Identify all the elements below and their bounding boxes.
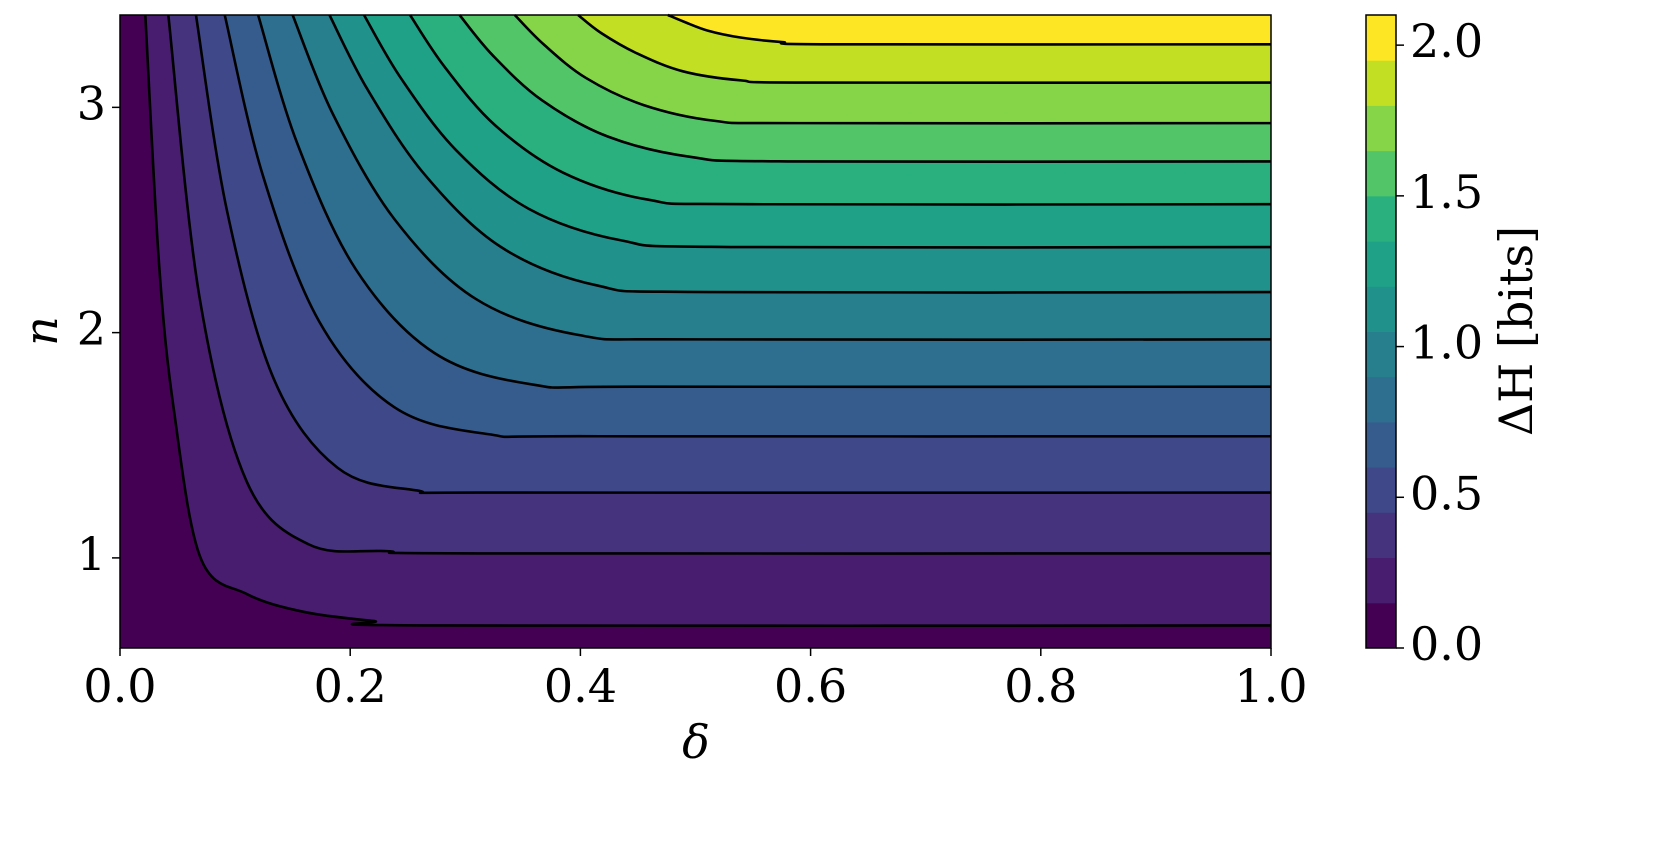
x-tick-label: 0.2 <box>314 659 387 713</box>
y-tick-label: 1 <box>77 527 106 581</box>
y-tick-label: 2 <box>77 302 106 356</box>
contour-line <box>223 14 1272 439</box>
contour-line <box>362 14 1272 249</box>
plot-frame <box>119 14 1272 649</box>
plot-area <box>120 13 1272 648</box>
colorbar-tick-label: 2.0 <box>1410 14 1483 68</box>
y-axis-label: n <box>14 316 68 346</box>
contour-line <box>513 14 1272 125</box>
contour-line <box>256 14 1272 389</box>
colorbar-band <box>1366 557 1396 604</box>
colorbar-band <box>1366 467 1396 513</box>
contour-line <box>328 14 1272 294</box>
colorbar-band <box>1366 421 1396 468</box>
contour-line <box>577 13 1272 85</box>
colorbar-frame <box>1365 14 1397 649</box>
colorbar-band <box>1366 241 1396 287</box>
colorbar-band <box>1366 15 1396 61</box>
colorbar-band <box>1366 376 1396 423</box>
contour-line <box>408 14 1272 206</box>
colorbar-band <box>1366 60 1396 106</box>
colorbar-band <box>1366 105 1396 152</box>
x-tick-label: 0.4 <box>544 659 617 713</box>
x-tick-label: 1.0 <box>1234 659 1307 713</box>
colorbar-band <box>1366 150 1396 197</box>
x-tick-label: 0.8 <box>1004 659 1077 713</box>
colorbar-tick-label: 1.5 <box>1410 165 1483 219</box>
colorbar-tick-label: 0.0 <box>1410 617 1483 671</box>
contour-line <box>144 14 1272 628</box>
colorbar-label: ΔH [bits] <box>1489 226 1543 436</box>
x-tick-label: 0.0 <box>83 659 156 713</box>
band-fill <box>120 15 1271 648</box>
colorbar-tick-label: 1.0 <box>1410 316 1483 370</box>
y-tick-label: 3 <box>77 76 106 130</box>
contour-line <box>167 14 1272 555</box>
contour-line <box>458 14 1272 164</box>
colorbar-band <box>1366 286 1396 332</box>
x-tick-label: 0.6 <box>774 659 847 713</box>
contour-line <box>667 13 1272 46</box>
x-axis-label: δ <box>682 715 710 769</box>
colorbar-band <box>1366 195 1396 242</box>
colorbar-tick-label: 0.5 <box>1410 466 1483 520</box>
colorbar-band <box>1366 602 1396 649</box>
colorbar-band <box>1366 512 1396 559</box>
contour-line <box>194 14 1272 495</box>
colorbar-band <box>1366 331 1396 378</box>
contour-line <box>291 14 1272 342</box>
